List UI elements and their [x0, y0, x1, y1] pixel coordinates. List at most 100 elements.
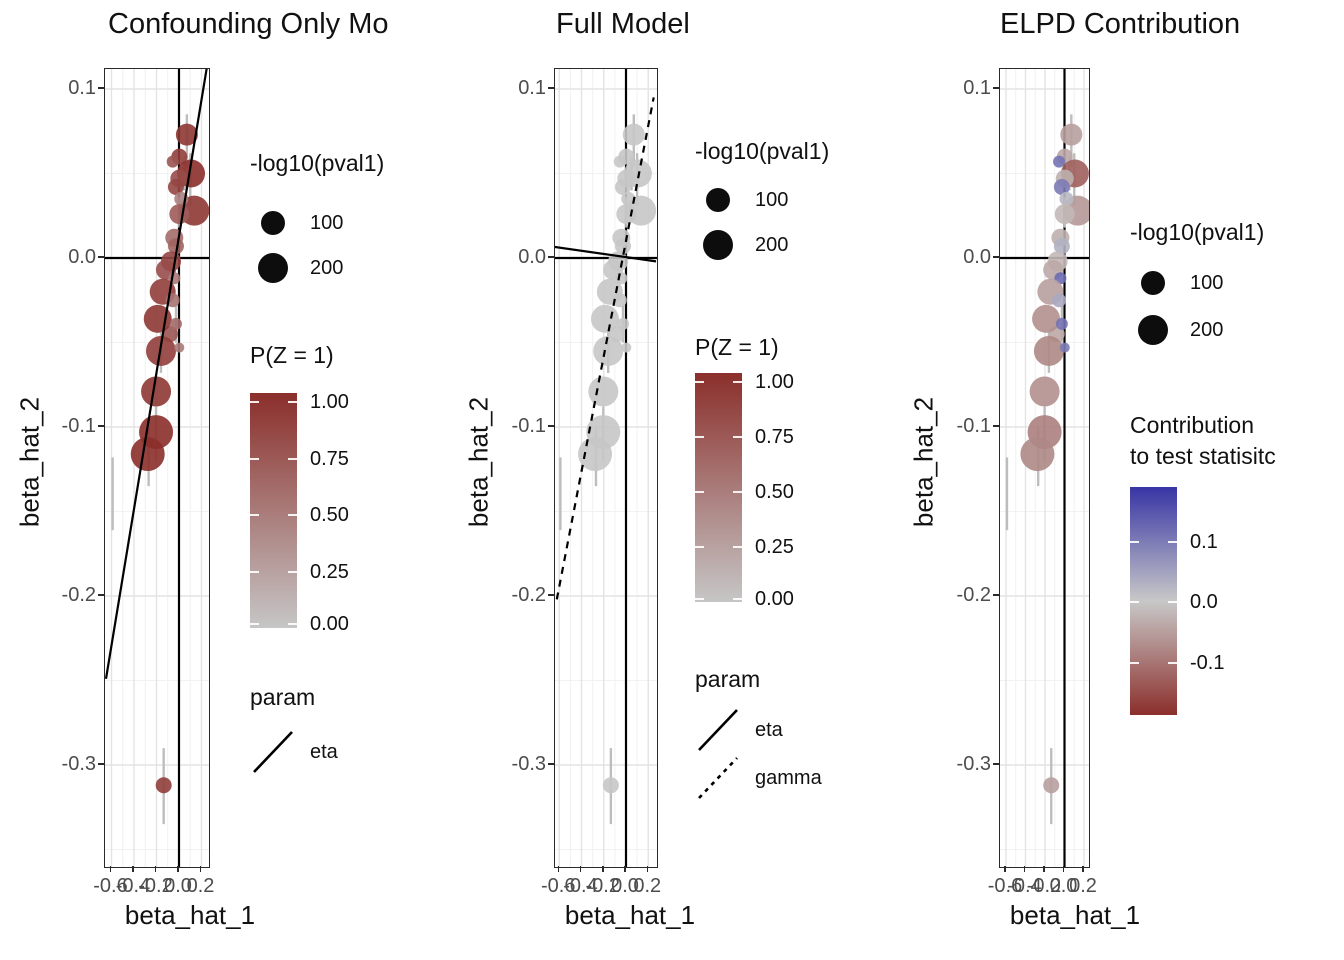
y-tick-label: -0.3: [61, 753, 96, 775]
x-tick-label: 0.2: [186, 875, 215, 897]
color-legend-title: to test statisitc: [1130, 443, 1276, 469]
y-tick: [993, 763, 999, 765]
data-point: [1053, 155, 1066, 168]
size-legend-dot: [1138, 315, 1168, 345]
y-tick-label: -0.1: [956, 415, 991, 437]
data-point: [175, 123, 198, 146]
color-bar-tick: [1168, 662, 1177, 665]
x-tick: [1082, 866, 1084, 872]
x-tick: [132, 866, 134, 872]
size-legend-title: -log10(pval1): [695, 138, 830, 164]
data-point: [1059, 191, 1074, 206]
param-legend-title: param: [250, 684, 316, 710]
data-point: [1032, 304, 1061, 333]
y-tick: [993, 425, 999, 427]
y-tick: [548, 256, 554, 258]
color-legend-title: P(Z = 1): [695, 334, 779, 360]
y-tick-label: 0.0: [68, 246, 96, 268]
color-bar-tick: [288, 514, 297, 517]
x-tick: [624, 866, 626, 872]
x-tick: [1043, 866, 1045, 872]
y-tick-label: 0.1: [963, 77, 991, 99]
color-legend-label: 0.25: [755, 536, 794, 559]
data-point: [1053, 238, 1070, 255]
x-tick: [557, 866, 559, 872]
color-legend-label: 0.00: [755, 587, 794, 610]
plot-panel-elpd: [999, 68, 1090, 868]
scatter-svg: [1000, 69, 1089, 867]
color-legend-title: P(Z = 1): [250, 342, 334, 368]
data-point: [614, 238, 631, 255]
color-legend-label: 0.1: [1190, 530, 1218, 553]
color-bar-tick: [250, 514, 259, 517]
y-tick: [548, 594, 554, 596]
x-tick: [199, 866, 202, 872]
data-point: [621, 342, 632, 353]
gamma-line-glyph: [698, 757, 738, 799]
eta-line-key: [250, 727, 296, 777]
data-point: [130, 437, 165, 472]
x-tick: [1023, 866, 1026, 872]
color-bar-tick: [733, 597, 742, 600]
color-legend-title: Contribution: [1130, 412, 1255, 438]
panel-title-elpd: ELPD Contribution: [1000, 8, 1241, 40]
x-tick-label: 0.0: [1049, 875, 1078, 897]
y-tick: [98, 763, 104, 765]
x-tick-label: 0.2: [1069, 875, 1097, 897]
data-point: [174, 342, 185, 353]
x-tick-label: -0.4: [115, 875, 151, 897]
color-legend-gradient-bar: [695, 373, 742, 602]
data-point: [1054, 204, 1075, 225]
data-point: [602, 777, 619, 794]
eta-fit-line: [555, 245, 657, 263]
color-legend-label: 0.50: [755, 481, 794, 504]
color-bar-tick: [1130, 662, 1139, 665]
x-tick: [177, 866, 179, 872]
y-tick: [993, 87, 999, 89]
param-legend-label: eta: [310, 741, 338, 763]
x-tick-label: 0.0: [611, 875, 639, 897]
data-point: [167, 179, 184, 196]
x-tick-label: -0.6: [541, 875, 576, 897]
color-bar-tick: [733, 546, 742, 549]
color-bar-tick: [1130, 540, 1139, 543]
data-point: [616, 317, 629, 330]
eta-line-glyph: [253, 731, 293, 773]
x-tick-label: -0.2: [585, 875, 620, 897]
y-tick-label: 0.1: [518, 77, 546, 99]
y-tick-label: -0.1: [61, 415, 96, 437]
x-tick: [646, 866, 648, 872]
color-bar-tick: [250, 401, 259, 404]
y-tick-label: -0.2: [956, 584, 991, 606]
color-bar-tick: [733, 491, 742, 494]
data-point: [588, 376, 619, 407]
data-point: [1052, 293, 1067, 308]
data-point: [622, 123, 645, 146]
x-tick: [1004, 866, 1006, 872]
eta-line-glyph: [698, 709, 738, 751]
x-tick: [602, 866, 604, 872]
x-tick-label: -0.2: [138, 875, 173, 897]
plot-panel-full-model: [554, 68, 658, 868]
color-bar-tick: [288, 623, 297, 626]
data-point: [616, 204, 637, 225]
data-point: [169, 317, 182, 330]
x-tick-label: -0.2: [1026, 875, 1062, 897]
x-tick-label: -0.6: [987, 875, 1023, 897]
color-bar-tick: [250, 623, 259, 626]
data-point: [1060, 123, 1083, 146]
y-tick-label: -0.3: [956, 753, 991, 775]
y-tick: [98, 425, 104, 427]
size-legend-label: 200: [1190, 319, 1224, 341]
size-legend-dot: [703, 230, 733, 260]
size-legend-dot: [1141, 271, 1165, 295]
data-point: [1020, 437, 1055, 472]
data-point: [613, 155, 626, 168]
size-legend-dot: [258, 253, 288, 283]
color-legend-label: 1.00: [755, 371, 794, 394]
data-point: [167, 238, 184, 255]
y-tick: [98, 256, 104, 258]
color-legend-label: 0.75: [310, 447, 349, 470]
color-bar-tick: [695, 491, 704, 494]
